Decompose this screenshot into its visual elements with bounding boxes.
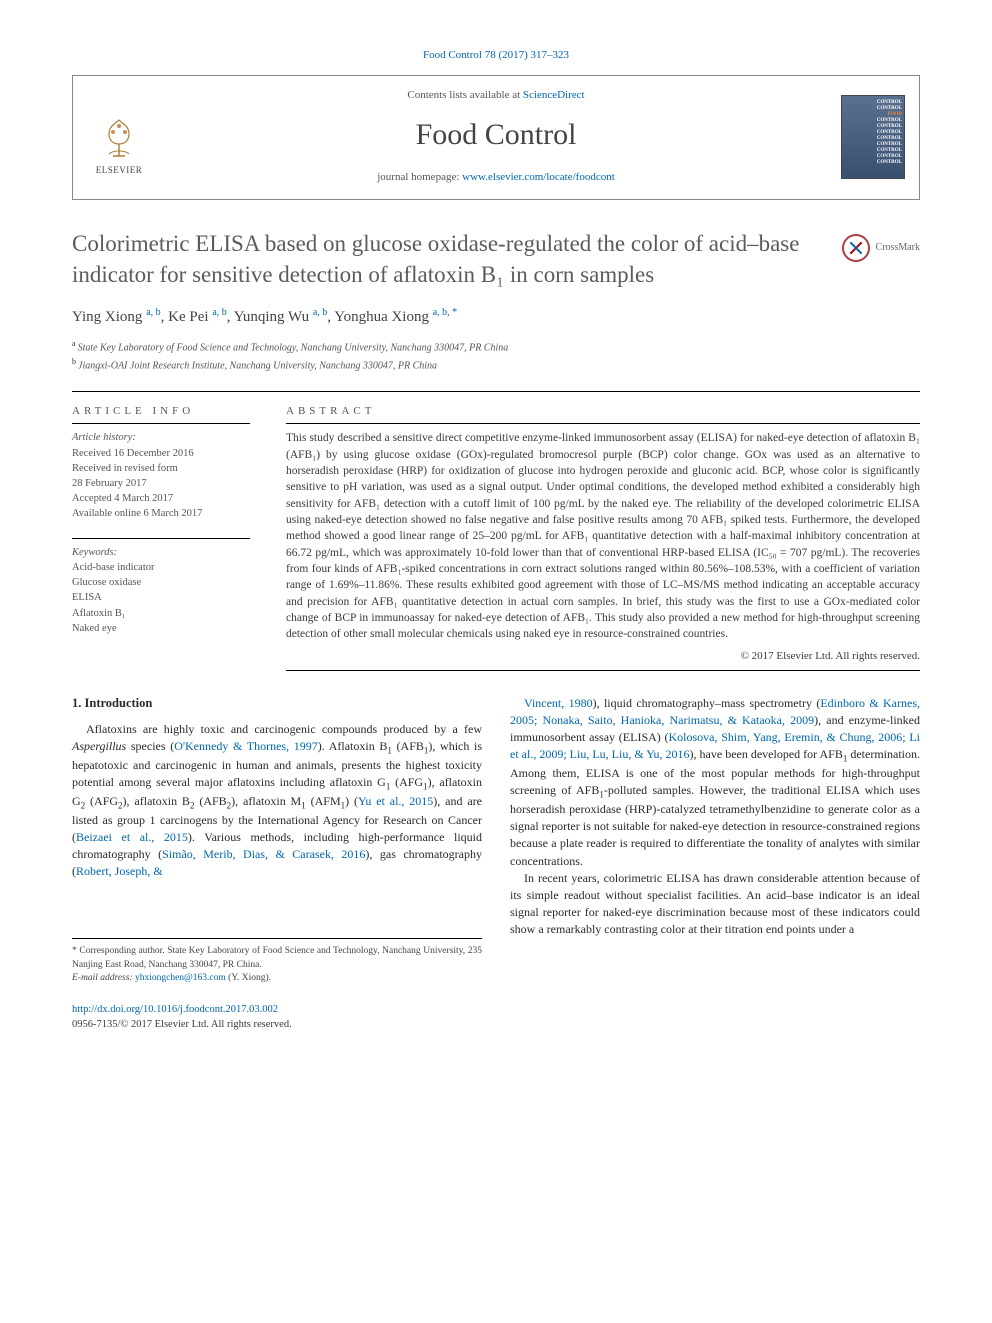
citation-line: Food Control 78 (2017) 317–323 — [72, 48, 920, 63]
issn-copyright: 0956-7135/© 2017 Elsevier Ltd. All right… — [72, 1019, 292, 1030]
article-history: Article history: Received 16 December 20… — [72, 430, 250, 521]
body-column-left: 1. Introduction Aflatoxins are highly to… — [72, 695, 482, 985]
abstract-text: This study described a sensitive direct … — [286, 430, 920, 642]
affiliations: aState Key Laboratory of Food Science an… — [72, 338, 920, 373]
crossmark-badge[interactable]: CrossMark — [842, 234, 920, 262]
corresponding-email-link[interactable]: yhxiongchen@163.com — [135, 973, 226, 983]
intro-paragraph-right-2: In recent years, colorimetric ELISA has … — [510, 870, 920, 938]
journal-header: ELSEVIER Contents lists available at Sci… — [72, 75, 920, 200]
keywords-block: Keywords: Acid-base indicator Glucose ox… — [72, 545, 250, 636]
page-footer: http://dx.doi.org/10.1016/j.foodcont.201… — [72, 1003, 920, 1032]
sciencedirect-link[interactable]: ScienceDirect — [523, 89, 585, 101]
elsevier-label: ELSEVIER — [96, 164, 143, 177]
homepage-link[interactable]: www.elsevier.com/locate/foodcont — [462, 171, 615, 183]
contents-available: Contents lists available at ScienceDirec… — [167, 88, 825, 103]
doi-link[interactable]: http://dx.doi.org/10.1016/j.foodcont.201… — [72, 1004, 278, 1015]
body-column-right: Vincent, 1980), liquid chromatography–ma… — [510, 695, 920, 985]
journal-name: Food Control — [167, 114, 825, 156]
author-list: Ying Xiong a, b, Ke Pei a, b, Yunqing Wu… — [72, 306, 920, 328]
corresponding-author-note: * Corresponding author. State Key Labora… — [72, 938, 482, 985]
journal-cover-thumbnail[interactable]: CONTROL CONTROL FOOD CONTROL CONTROL CON… — [841, 95, 905, 179]
abstract-copyright: © 2017 Elsevier Ltd. All rights reserved… — [286, 649, 920, 664]
citation-link[interactable]: Food Control 78 (2017) 317–323 — [423, 49, 569, 61]
journal-homepage: journal homepage: www.elsevier.com/locat… — [167, 170, 825, 185]
intro-paragraph-right-1: Vincent, 1980), liquid chromatography–ma… — [510, 695, 920, 870]
crossmark-icon — [842, 234, 870, 262]
article-info-heading: ARTICLE INFO — [72, 404, 250, 424]
elsevier-tree-icon — [95, 114, 143, 162]
section-heading-introduction: 1. Introduction — [72, 695, 482, 713]
crossmark-label: CrossMark — [876, 241, 920, 255]
intro-paragraph-left: Aflatoxins are highly toxic and carcinog… — [72, 721, 482, 881]
abstract-heading: ABSTRACT — [286, 404, 920, 424]
article-title: Colorimetric ELISA based on glucose oxid… — [72, 228, 818, 290]
elsevier-logo[interactable]: ELSEVIER — [87, 97, 151, 177]
